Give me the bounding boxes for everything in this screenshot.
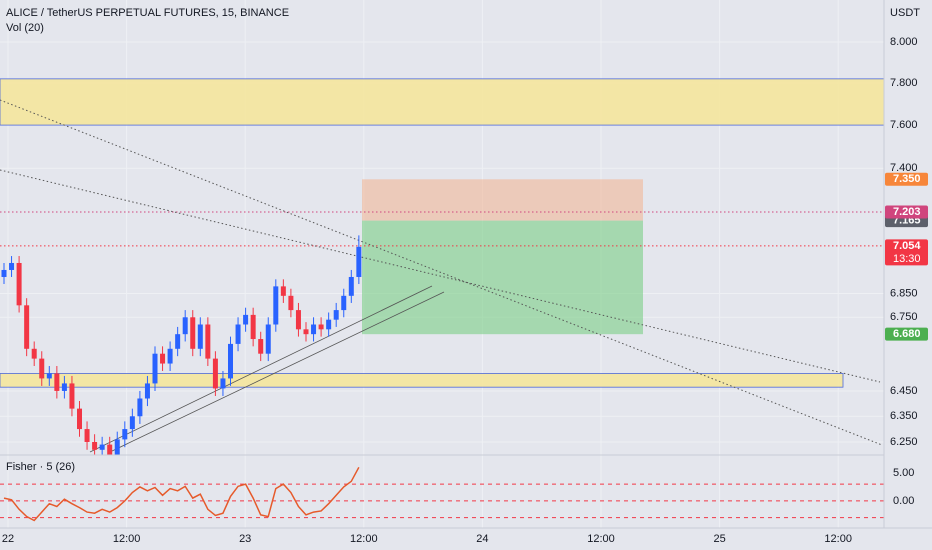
candle-body (311, 324, 317, 335)
candles (1, 235, 362, 522)
price-tag (885, 239, 928, 266)
candle-body (167, 348, 173, 364)
y-tick-label: 6.250 (890, 436, 918, 448)
candle-body (326, 319, 332, 330)
trend-line (0, 99, 883, 446)
countdown: 13:30 (893, 253, 921, 265)
trend-line (89, 285, 433, 453)
zone (0, 373, 844, 388)
candle-body (243, 314, 249, 325)
target-zone (362, 220, 643, 335)
axes: 8.000 7.800 7.600 7.400 6.850 6.750 6.450 6.350… (2, 36, 928, 545)
y-tick-label: 6.750 (890, 311, 918, 323)
price-tag-label: 7.054 (893, 240, 921, 252)
candle-body (16, 262, 22, 306)
y-tick-label: 7.400 (890, 162, 918, 174)
indicator-title: Fisher · 5 (26) (6, 461, 75, 473)
candle-body (9, 262, 15, 270)
candle-body (84, 429, 90, 442)
x-tick-label: 12:00 (350, 533, 378, 545)
candle-body (303, 329, 309, 335)
candle-body (348, 276, 354, 296)
candle-body (129, 416, 135, 430)
price-tag-label: 6.680 (893, 328, 921, 340)
x-tick-label: 25 (713, 533, 725, 545)
candle-body (295, 310, 301, 330)
x-tick-label: 12:00 (587, 533, 615, 545)
volume-label: Vol (20) (6, 22, 44, 34)
x-tick-label: 24 (476, 533, 488, 545)
candle-body (318, 324, 324, 330)
y-tick-label: 6.850 (890, 287, 918, 299)
candle-body (1, 269, 7, 277)
candle-body (265, 324, 271, 354)
y-tick-label: 6.350 (890, 410, 918, 422)
chart-title: ALICE / TetherUS PERPETUAL FUTURES, 15, … (6, 7, 289, 19)
candle-body (280, 286, 286, 296)
candle-body (31, 348, 37, 359)
candle-body (205, 324, 211, 359)
candle-body (235, 324, 241, 344)
y-tick-label: 7.800 (890, 77, 918, 89)
candle-body (250, 314, 256, 340)
candle-body (152, 353, 158, 384)
x-tick-label: 12:00 (824, 533, 852, 545)
drawings (0, 78, 885, 388)
candle-body (92, 441, 98, 450)
candle-body (175, 334, 181, 349)
candle-body (54, 373, 60, 391)
candle-body (220, 378, 226, 389)
candle-body (341, 295, 347, 311)
candle-body (122, 429, 128, 440)
candle-body (273, 286, 279, 325)
candle-body (228, 343, 233, 379)
x-tick-label: 12:00 (113, 533, 141, 545)
candle-body (288, 295, 294, 311)
stop-zone (362, 179, 643, 221)
price-tag (885, 205, 928, 219)
indicator-line (3, 466, 360, 522)
candle-body (69, 383, 75, 409)
y-tick-label: 0.00 (893, 495, 914, 507)
candle-body (333, 310, 339, 320)
candle-body (61, 383, 67, 391)
candle-body (190, 317, 196, 349)
y-tick-label: 5.00 (893, 467, 914, 479)
candle-body (258, 339, 264, 354)
candle-body (137, 398, 143, 417)
y-tick-label: 8.000 (890, 36, 918, 48)
candle-body (182, 317, 188, 335)
candle-body (114, 439, 120, 455)
y-tick-label: 7.600 (890, 119, 918, 131)
candle-body (160, 353, 166, 364)
candle-body (99, 444, 105, 450)
candle-body (144, 383, 150, 399)
trend-line (0, 169, 881, 383)
candle-body (77, 408, 82, 430)
x-tick-label: 23 (239, 533, 251, 545)
price-tag-label: 7.203 (893, 206, 921, 218)
trend-line (109, 291, 445, 453)
zone (0, 78, 885, 126)
candle-body (197, 324, 203, 349)
candle-body (24, 305, 30, 349)
candle-body (39, 358, 45, 379)
x-tick-label: 22 (2, 533, 14, 545)
price-tag-label: 7.350 (893, 173, 921, 185)
candle-body (212, 358, 218, 389)
candle-body (46, 373, 52, 379)
currency: USDT (890, 7, 920, 19)
price-tag (885, 327, 928, 341)
candle-body (107, 444, 113, 455)
candle-body (356, 246, 362, 277)
price-tag (885, 172, 928, 186)
y-tick-label: 6.450 (890, 385, 918, 397)
